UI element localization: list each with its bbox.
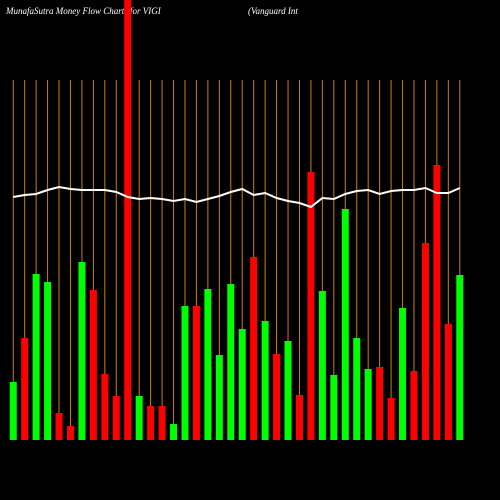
bar [284,341,292,440]
bar [227,284,235,440]
bar [32,274,40,440]
bar [9,382,17,440]
bar [44,282,52,440]
bar [399,308,407,440]
bar [387,398,395,440]
money-flow-line [13,185,461,209]
bar [124,0,132,440]
bar [147,406,155,440]
bar [364,369,372,440]
bar [261,321,269,440]
bar [78,262,86,440]
bar [204,289,212,440]
bar [433,165,441,440]
bar [101,374,109,440]
bar [330,375,338,440]
bar [181,306,189,440]
bar [318,291,326,440]
bar [170,424,178,440]
bar [421,243,429,440]
bar [135,396,143,440]
chart-subtitle: (Vanguard Int [248,6,298,16]
bar [158,406,166,440]
bar [55,413,63,440]
bar [307,172,315,440]
bar [89,290,97,440]
bar [21,338,29,440]
bar [410,371,418,440]
bar [444,324,452,440]
chart-title: MunafaSutra Money Flow Charts for VIGI [5,6,162,16]
bar [250,257,258,440]
bar [66,426,74,440]
bar [273,354,281,440]
bar [376,367,384,440]
bar [192,306,200,440]
bar [456,275,464,440]
bar [353,338,361,440]
bar [238,329,246,440]
bar [112,396,120,440]
bar [295,395,303,440]
bar [341,209,349,440]
bar [215,355,223,440]
